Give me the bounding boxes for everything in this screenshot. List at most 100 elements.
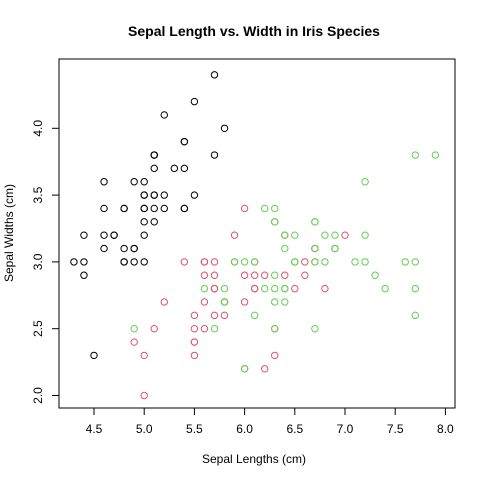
data-point <box>240 298 249 306</box>
x-axis: 4.5 5.0 5.5 6.0 6.5 7.0 7.5 8.0 <box>86 407 454 436</box>
data-point <box>271 325 279 333</box>
data-point <box>150 325 158 333</box>
data-point <box>271 351 279 360</box>
data-point <box>140 218 148 226</box>
data-point <box>210 151 219 159</box>
data-point <box>281 284 289 293</box>
data-point <box>150 191 158 199</box>
data-point <box>80 258 88 266</box>
data-point <box>361 258 369 266</box>
data-point <box>361 178 369 186</box>
data-point <box>220 298 229 306</box>
data-point <box>200 258 209 266</box>
y-tick-label: 3.0 <box>31 253 45 270</box>
data-point <box>311 258 319 266</box>
data-point <box>301 258 309 266</box>
data-point <box>160 298 168 306</box>
x-tick-label: 6.5 <box>286 422 303 436</box>
data-point <box>411 151 419 159</box>
data-point <box>271 298 279 306</box>
data-point <box>190 97 199 106</box>
x-tick-label: 6.0 <box>236 422 253 436</box>
y-axis: 2.0 2.5 3.0 3.5 4.0 <box>31 120 60 404</box>
data-point <box>260 365 269 373</box>
data-point <box>371 271 379 279</box>
data-point <box>240 204 249 213</box>
data-point <box>271 218 279 226</box>
data-point <box>431 151 440 159</box>
data-point <box>250 271 259 279</box>
data-point <box>250 284 259 293</box>
y-tick-label: 3.5 <box>31 186 45 203</box>
data-point <box>150 204 158 213</box>
data-point <box>210 284 219 293</box>
data-point <box>180 164 189 173</box>
data-point <box>160 191 168 199</box>
data-point <box>140 391 148 400</box>
data-point <box>130 325 138 333</box>
data-point <box>411 311 419 320</box>
data-point <box>271 271 279 279</box>
data-point <box>311 244 319 253</box>
data-point <box>210 271 219 279</box>
data-point <box>260 271 269 279</box>
data-point <box>411 284 419 293</box>
data-point <box>271 204 279 213</box>
data-point <box>281 298 289 306</box>
data-point <box>140 204 148 213</box>
data-point <box>80 231 88 239</box>
data-point <box>331 231 339 239</box>
data-point <box>70 258 78 266</box>
data-point <box>271 284 279 293</box>
data-point <box>180 137 189 146</box>
data-point <box>170 164 179 173</box>
data-point <box>210 311 219 320</box>
data-point <box>200 325 209 333</box>
data-point <box>321 284 329 293</box>
data-point <box>190 191 199 199</box>
data-point <box>210 325 219 333</box>
data-point <box>321 231 329 239</box>
data-points <box>70 71 440 400</box>
data-point <box>220 311 229 320</box>
data-point <box>281 231 289 239</box>
data-point <box>190 325 199 333</box>
data-point <box>401 258 409 266</box>
data-point <box>240 365 249 373</box>
data-point <box>150 218 158 226</box>
data-point <box>311 325 319 333</box>
data-point <box>140 258 148 266</box>
data-point <box>321 258 329 266</box>
data-point <box>80 271 88 279</box>
data-point <box>90 351 98 360</box>
data-point <box>190 338 199 346</box>
data-point <box>361 231 369 239</box>
data-point <box>281 244 289 253</box>
data-point <box>180 204 189 213</box>
chart-title: Sepal Length vs. Width in Iris Species <box>128 23 380 39</box>
data-point <box>200 271 209 279</box>
data-point <box>150 164 158 173</box>
data-point <box>220 284 229 293</box>
data-point <box>230 231 239 239</box>
data-point <box>130 244 138 253</box>
data-point <box>120 244 128 253</box>
data-point <box>331 244 339 253</box>
data-point <box>250 311 259 320</box>
data-point <box>160 111 168 119</box>
data-point <box>311 218 319 226</box>
data-point <box>260 284 269 293</box>
data-point <box>150 151 158 159</box>
data-point <box>250 258 259 266</box>
data-point <box>110 231 118 239</box>
data-point <box>210 258 219 266</box>
data-point <box>240 258 249 266</box>
data-point <box>411 258 419 266</box>
x-tick-label: 8.0 <box>437 422 454 436</box>
data-point <box>240 271 249 279</box>
x-tick-label: 4.5 <box>86 422 103 436</box>
x-tick-label: 5.5 <box>186 422 203 436</box>
data-point <box>260 204 269 213</box>
data-point <box>160 204 168 213</box>
